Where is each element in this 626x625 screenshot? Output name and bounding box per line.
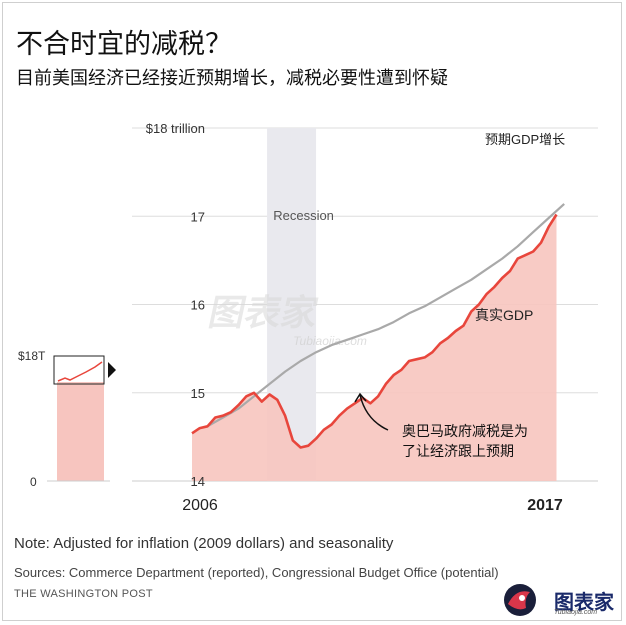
sources-line: Sources: Commerce Department (reported),… — [14, 565, 499, 580]
x-tick-label: 2006 — [182, 497, 218, 514]
inset-top-label: $18T — [18, 349, 46, 363]
footnote: Note: Adjusted for inflation (2009 dolla… — [14, 535, 394, 552]
credit-line: THE WASHINGTON POST — [14, 588, 153, 600]
recession-label: Recession — [273, 208, 334, 223]
watermark: 图表家 Tubiaojia.com — [205, 292, 367, 348]
x-tick-label: 2017 — [527, 497, 563, 514]
y-tick-label: 14 — [191, 474, 205, 489]
y-tick-label: 16 — [191, 298, 205, 313]
inset-zoom-box — [53, 355, 105, 385]
page-subtitle: 目前美国经济已经接近预期增长，减税必要性遭到怀疑 — [16, 68, 448, 89]
annotation-arrow-icon — [354, 392, 389, 431]
y-tick-label: 15 — [191, 386, 205, 401]
y-tick-label: 17 — [191, 209, 205, 224]
actual-gdp-line — [191, 213, 558, 449]
inset-pointer-icon — [108, 362, 116, 378]
actual-gdp-area — [192, 214, 557, 481]
brand-avatar-icon — [504, 584, 536, 616]
axis-ticks: $18 trillion 17 16 15 14 2006 2017 — [146, 121, 563, 514]
watermark-sub: Tubiaojia.com — [293, 334, 367, 348]
annotation-text: 奥巴马政府减税是为了让经济跟上预期 — [402, 423, 528, 459]
y-tick-label: $18 trillion — [146, 121, 205, 136]
inset-scale: $18T 0 — [18, 349, 116, 489]
watermark-name: 图表家 — [205, 292, 322, 333]
brand-logo: 图表家 Tubiaojia.com — [500, 582, 618, 618]
potential-gdp-line — [206, 203, 565, 428]
inset-bottom-label: 0 — [30, 475, 37, 489]
page-title: 不合时宜的减税？ — [16, 29, 232, 60]
inset-line — [57, 361, 103, 382]
series-label-potential: 预期GDP增长 — [485, 132, 565, 147]
series-label-actual: 真实GDP — [475, 307, 533, 323]
brand-name: 图表家 — [554, 590, 614, 614]
inset-fill — [57, 382, 104, 481]
brand-sub: Tubiaojia.com — [554, 609, 598, 616]
